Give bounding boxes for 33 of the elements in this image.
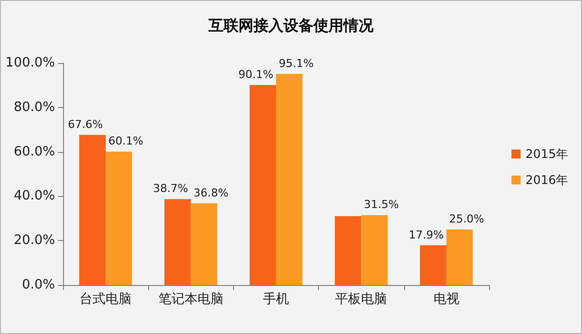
bar [250,84,276,285]
bar [276,74,302,285]
bar [164,199,191,285]
data-label: 25.0% [449,212,484,226]
bar [361,215,388,285]
y-tick-label: 0.0% [22,278,55,292]
x-tick-label: 手机 [263,292,289,307]
data-label: 90.1% [238,68,274,81]
chart-title: 互联网接入设备使用情况 [208,16,374,34]
data-label: 38.7% [153,182,188,196]
data-label: 36.8% [194,186,228,200]
data-label: 17.9% [408,228,444,242]
legend-label: 2016年 [525,173,568,187]
x-tick-label: 电视 [433,292,460,307]
data-label: 95.1% [278,56,314,70]
bar [446,230,473,285]
bar [106,152,132,285]
bar [190,203,218,285]
data-label: 60.1% [108,134,144,148]
bar [420,245,446,285]
y-tick-label: 60.0% [14,144,55,160]
x-tick-label: 平板电脑 [335,292,388,307]
y-tick-label: 40.0% [14,188,55,204]
data-label: 31.5% [364,198,399,212]
y-tick-label: 20.0% [14,233,55,248]
x-tick-label: 笔记本电脑 [158,292,224,307]
bar [79,134,106,285]
bar [334,216,362,285]
y-tick-label: 80.0% [14,100,55,115]
legend-label: 2015年 [525,147,568,161]
x-tick-label: 台式电脑 [80,292,132,307]
y-tick-label: 100.0% [5,56,55,70]
data-label: 67.6% [68,118,103,131]
